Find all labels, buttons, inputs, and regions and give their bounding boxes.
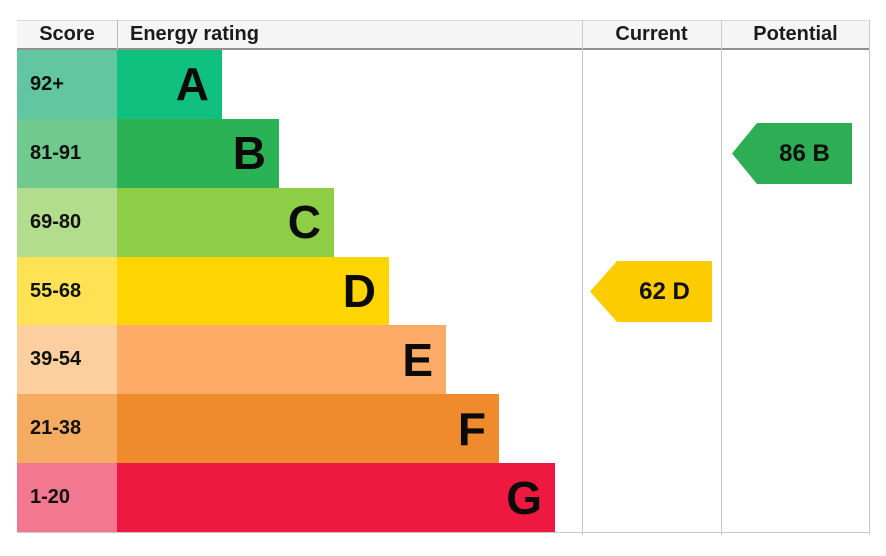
potential-column-divider bbox=[721, 20, 722, 535]
score-column-divider bbox=[117, 20, 118, 50]
energy-rating-column-header: Energy rating bbox=[130, 23, 259, 45]
score-column-header: Score bbox=[39, 23, 95, 45]
current-rating-arrow: 62 D bbox=[590, 261, 712, 322]
score-range-label: 1-20 bbox=[17, 463, 117, 533]
band-letter: F bbox=[457, 402, 486, 455]
rating-bar: G bbox=[117, 463, 555, 533]
score-range-label: 69-80 bbox=[17, 187, 117, 257]
table-header-row: Score Energy rating Current Potential bbox=[17, 20, 870, 50]
band-row-a: 92+ A bbox=[17, 50, 870, 119]
band-row-c: 69-80 C bbox=[17, 187, 870, 257]
band-letter: D bbox=[342, 265, 376, 317]
potential-rating-arrow: 86 B bbox=[732, 123, 852, 184]
potential-column-header: Potential bbox=[753, 23, 838, 45]
rating-bar: E bbox=[117, 325, 446, 395]
score-range-label: 81-91 bbox=[17, 118, 117, 188]
band-row-d: 55-68 D bbox=[17, 256, 870, 326]
score-range-label: 92+ bbox=[17, 50, 117, 119]
rating-bar: D bbox=[117, 256, 389, 326]
rating-bar: C bbox=[117, 187, 334, 257]
potential-rating-label: 86 B bbox=[779, 139, 830, 167]
rating-bar: B bbox=[117, 118, 279, 188]
score-range-label: 55-68 bbox=[17, 256, 117, 326]
current-column-header: Current bbox=[615, 23, 688, 45]
rating-bands-body: 92+ A 81-91 B 69-80 C 55-68 D 39-54 bbox=[17, 50, 870, 533]
band-letter: A bbox=[175, 58, 209, 111]
band-row-f: 21-38 F bbox=[17, 394, 870, 464]
score-range-label: 21-38 bbox=[17, 394, 117, 464]
band-letter: G bbox=[506, 471, 542, 524]
score-range-label: 39-54 bbox=[17, 325, 117, 395]
band-letter: C bbox=[287, 196, 321, 249]
current-column-divider bbox=[582, 20, 583, 535]
rating-bar: A bbox=[117, 50, 222, 119]
band-row-g: 1-20 G bbox=[17, 463, 870, 533]
band-row-e: 39-54 E bbox=[17, 325, 870, 395]
epc-rating-table: Score Energy rating Current Potential 92… bbox=[17, 20, 870, 535]
current-rating-label: 62 D bbox=[639, 277, 690, 305]
rating-bar: F bbox=[117, 394, 499, 464]
band-row-b: 81-91 B bbox=[17, 118, 870, 188]
table-right-border bbox=[869, 20, 870, 535]
band-letter: E bbox=[402, 333, 433, 386]
band-letter: B bbox=[232, 127, 266, 180]
